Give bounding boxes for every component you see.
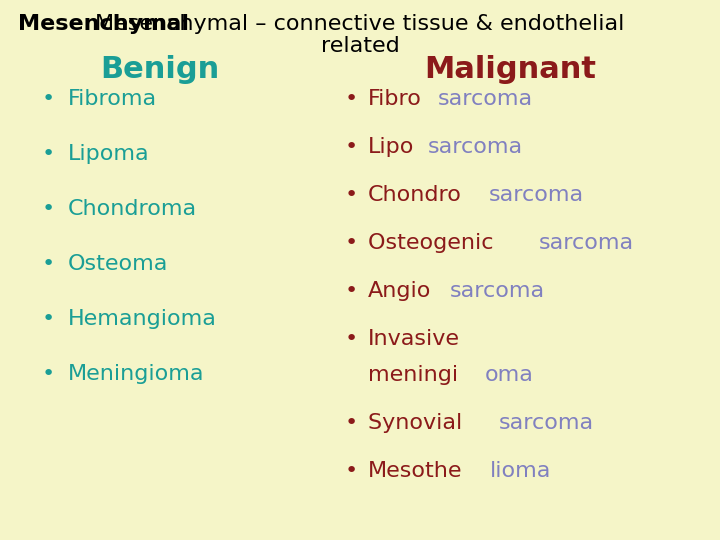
- Text: sarcoma: sarcoma: [428, 137, 523, 157]
- Text: Meningioma: Meningioma: [68, 364, 204, 384]
- Text: Lipo: Lipo: [368, 137, 415, 157]
- Text: sarcoma: sarcoma: [499, 413, 594, 433]
- Text: •: •: [345, 461, 359, 481]
- Text: related: related: [320, 36, 400, 56]
- Text: •: •: [42, 199, 55, 219]
- Text: •: •: [345, 329, 359, 349]
- Text: Chondroma: Chondroma: [68, 199, 197, 219]
- Text: Angio: Angio: [368, 281, 431, 301]
- Text: •: •: [42, 309, 55, 329]
- Text: lioma: lioma: [490, 461, 552, 481]
- Text: Benign: Benign: [100, 55, 220, 84]
- Text: sarcoma: sarcoma: [489, 185, 584, 205]
- Text: •: •: [345, 281, 359, 301]
- Text: •: •: [42, 364, 55, 384]
- Text: oma: oma: [485, 365, 534, 385]
- Text: Mesenchymal – connective tissue & endothelial: Mesenchymal – connective tissue & endoth…: [95, 14, 625, 34]
- Text: Hemangioma: Hemangioma: [68, 309, 217, 329]
- Text: •: •: [345, 89, 359, 109]
- Text: sarcoma: sarcoma: [450, 281, 545, 301]
- Text: Fibro: Fibro: [368, 89, 422, 109]
- Text: Chondro: Chondro: [368, 185, 462, 205]
- Text: Invasive: Invasive: [368, 329, 460, 349]
- Text: sarcoma: sarcoma: [539, 233, 634, 253]
- Text: Malignant: Malignant: [424, 55, 596, 84]
- Text: •: •: [345, 137, 359, 157]
- Text: Osteogenic: Osteogenic: [368, 233, 500, 253]
- Text: •: •: [345, 413, 359, 433]
- Text: •: •: [42, 254, 55, 274]
- Text: Lipoma: Lipoma: [68, 144, 150, 164]
- Text: •: •: [42, 89, 55, 109]
- Text: Mesenchymal: Mesenchymal: [19, 14, 189, 34]
- Text: Synovial: Synovial: [368, 413, 469, 433]
- Text: •: •: [42, 144, 55, 164]
- Text: Fibroma: Fibroma: [68, 89, 157, 109]
- Text: •: •: [345, 185, 359, 205]
- Text: sarcoma: sarcoma: [438, 89, 533, 109]
- Text: •: •: [345, 233, 359, 253]
- Text: meningi: meningi: [368, 365, 458, 385]
- Text: Mesothe: Mesothe: [368, 461, 462, 481]
- Text: Osteoma: Osteoma: [68, 254, 168, 274]
